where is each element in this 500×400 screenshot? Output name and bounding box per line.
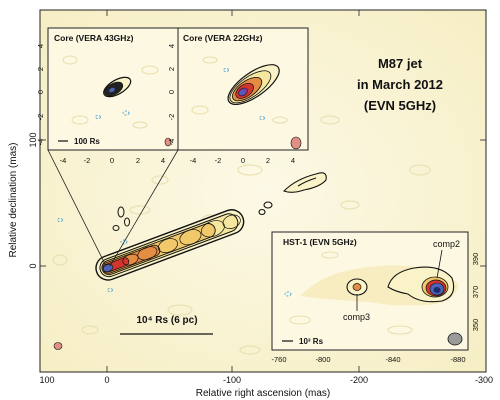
inset-hst-negative-contours — [284, 291, 292, 297]
main-jet — [95, 209, 245, 281]
inset-hst-y-ticks: 390 370 350 — [471, 253, 480, 332]
y-tick-label: 4 — [167, 44, 176, 48]
inset-22-title: Core (VERA 22GHz) — [183, 33, 263, 43]
x-tick-label: -4 — [190, 156, 197, 165]
x-tick-label: 2 — [136, 156, 140, 165]
inset-43-negative-contours — [95, 110, 130, 120]
x-tick-label: 0 — [104, 375, 109, 385]
main-plot-content — [47, 54, 431, 355]
main-core — [102, 263, 114, 273]
y-tick-label: 0 — [28, 263, 38, 268]
x-tick-label: -880 — [450, 355, 465, 364]
inset-43-y-ticks: 4 2 0 -2 -4 — [36, 44, 45, 145]
y-axis-label: Relative declination (mas) — [8, 142, 19, 257]
inset-43-beam — [164, 137, 172, 147]
inset-hst-scale-label: 10³ Rs — [299, 337, 324, 346]
x-axis-label: Relative right ascension (mas) — [196, 388, 331, 399]
inset-43-source — [103, 76, 132, 98]
y-tick-label: 0 — [36, 90, 45, 94]
y-tick-label: 0 — [167, 90, 176, 94]
x-tick-label: -200 — [350, 375, 368, 385]
y-tick-label: -4 — [36, 139, 45, 146]
x-tick-label: 100 — [39, 375, 54, 385]
inset-hst-speckle — [289, 251, 413, 335]
title-line-2: in March 2012 — [357, 77, 443, 92]
comp3-label: comp3 — [343, 312, 370, 322]
y-tick-label: 370 — [471, 286, 480, 299]
x-tick-label: -2 — [84, 156, 91, 165]
inset-hst1: HST-1 (EVN 5GHz) comp2 comp3 10³ Rs -760… — [271, 231, 480, 364]
x-tick-label: -800 — [315, 355, 330, 364]
x-tick-label: -2 — [215, 156, 222, 165]
y-tick-label: 100 — [28, 132, 38, 147]
x-tick-label: -760 — [271, 355, 286, 364]
y-tick-label: 390 — [471, 253, 480, 266]
y-tick-label: -2 — [167, 114, 176, 121]
inset-43-scale: 100 Rs — [58, 137, 100, 146]
inset-22-beam — [290, 136, 302, 150]
comp2-label: comp2 — [433, 239, 460, 249]
main-isolated-contours — [112, 206, 130, 231]
inset-vera-22ghz: Core (VERA 22GHz) -4 -2 0 2 4 4 2 0 -2 -… — [167, 27, 309, 165]
x-tick-label: 4 — [161, 156, 165, 165]
x-tick-label: -840 — [385, 355, 400, 364]
inset-43-content — [62, 55, 172, 147]
inset-hst-beam — [447, 332, 463, 346]
main-scale-bar: 10⁴ Rs (6 pc) — [120, 315, 213, 335]
x-tick-label: 0 — [241, 156, 245, 165]
y-tick-label: 2 — [167, 67, 176, 71]
title-line-3: (EVN 5GHz) — [364, 98, 436, 113]
main-scale-bar-label: 10⁴ Rs (6 pc) — [136, 315, 197, 326]
y-tick-label: 2 — [36, 67, 45, 71]
y-tick-label: 350 — [471, 319, 480, 332]
main-x-axis — [39, 10, 487, 372]
main-hst1-contours — [258, 172, 327, 216]
comp2-pointer — [436, 249, 443, 279]
main-beam — [53, 342, 63, 350]
inset-43-scale-label: 100 Rs — [74, 137, 100, 146]
y-tick-label: 4 — [36, 44, 45, 48]
inset-22-y-ticks: 4 2 0 -2 -4 — [167, 44, 176, 145]
x-tick-label: -300 — [475, 375, 493, 385]
main-y-axis — [40, 139, 486, 267]
inset-22-source — [227, 64, 280, 105]
y-tick-label: -2 — [36, 114, 45, 121]
title-line-1: M87 jet — [378, 56, 423, 71]
main-x-tick-labels: 100 0 -100 -200 -300 — [39, 375, 493, 385]
inset-22-negative-contours — [223, 67, 265, 121]
comp3-contours — [346, 278, 368, 296]
inset-22-x-ticks: -4 -2 0 2 4 — [190, 156, 295, 165]
x-tick-label: 4 — [291, 156, 295, 165]
inset-22-content — [191, 56, 302, 150]
x-tick-label: -100 — [223, 375, 241, 385]
x-tick-label: 0 — [110, 156, 114, 165]
zoom-lines — [47, 149, 179, 267]
y-tick-label: -4 — [167, 139, 176, 146]
inset-vera-43ghz: Core (VERA 43GHz) 100 Rs -4 -2 0 2 4 4 2… — [36, 27, 179, 165]
inset-43-x-ticks: -4 -2 0 2 4 — [60, 156, 165, 165]
inset-hst-title: HST-1 (EVN 5GHz) — [283, 237, 357, 247]
inset-hst-x-ticks: -760 -800 -840 -880 — [271, 355, 465, 364]
main-negative-contours — [57, 217, 128, 293]
inset-43-speckle — [62, 55, 159, 129]
main-title: M87 jet in March 2012 (EVN 5GHz) — [357, 56, 443, 113]
inset-43-title: Core (VERA 43GHz) — [54, 33, 134, 43]
inset-22-speckle — [191, 56, 288, 124]
x-tick-label: -4 — [60, 156, 67, 165]
x-tick-label: 2 — [266, 156, 270, 165]
inset-hst-scale: 10³ Rs — [282, 337, 324, 346]
